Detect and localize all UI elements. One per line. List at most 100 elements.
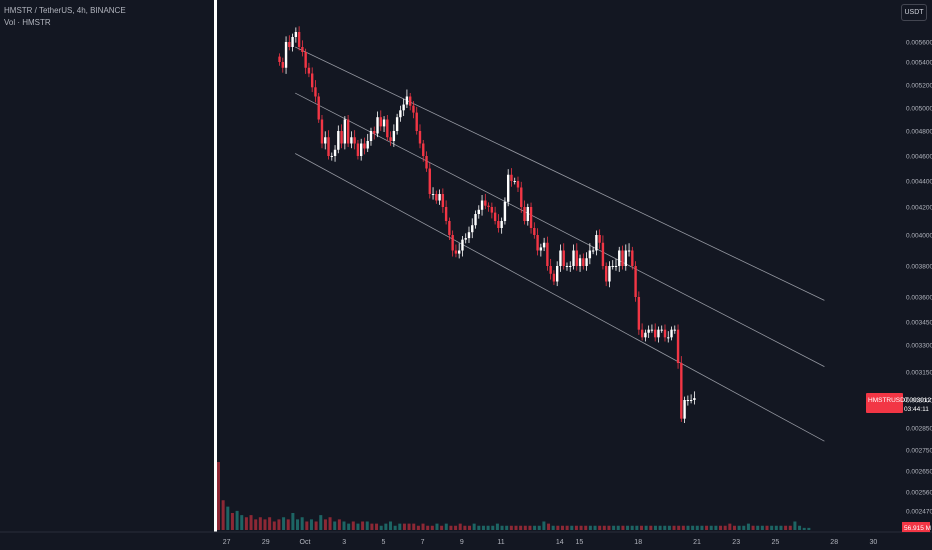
candle-body bbox=[353, 137, 356, 144]
volume-bar bbox=[300, 517, 304, 530]
volume-bar bbox=[221, 500, 225, 530]
candle-body bbox=[490, 207, 494, 213]
candle-body bbox=[471, 225, 474, 233]
candle-body bbox=[467, 232, 471, 239]
candle-body bbox=[493, 212, 497, 221]
volume-bar bbox=[244, 517, 248, 530]
volume-indicator-title[interactable]: Vol · HMSTR bbox=[4, 18, 51, 27]
volume-bar bbox=[468, 525, 472, 530]
price-tick-label: 0.003600 bbox=[906, 295, 932, 302]
volume-bar bbox=[430, 525, 434, 530]
candle-body bbox=[363, 143, 366, 149]
time-axis[interactable]: 27 29 Oct 3 5 7 9 11 14 15 18 21 23 25 28 30 bbox=[223, 539, 878, 546]
price-axis[interactable]: 0.005600 0.005400 0.005200 0.005000 0.004800… bbox=[906, 40, 932, 516]
volume-bar bbox=[472, 523, 476, 530]
symbol-title[interactable]: HMSTR / TetherUS, 4h, BINANCE bbox=[4, 6, 126, 15]
volume-bar bbox=[588, 525, 592, 530]
volume-bar bbox=[328, 517, 332, 530]
candle-body bbox=[304, 52, 307, 68]
volume-bar bbox=[426, 525, 430, 530]
volume-bar bbox=[235, 510, 239, 530]
candle-body bbox=[660, 329, 663, 331]
candle-body bbox=[523, 207, 526, 221]
volume-bars bbox=[217, 462, 811, 530]
candle-body bbox=[529, 207, 533, 228]
volume-label-box bbox=[902, 522, 930, 532]
candle-body bbox=[343, 119, 347, 144]
candle-body bbox=[474, 214, 477, 226]
candle-body bbox=[399, 110, 402, 118]
candle-body bbox=[565, 266, 569, 267]
volume-bar bbox=[598, 525, 602, 530]
volume-bar bbox=[751, 525, 755, 530]
candle-body bbox=[624, 250, 627, 266]
volume-bar bbox=[388, 521, 392, 530]
candle-body bbox=[670, 329, 673, 338]
channel-line[interactable] bbox=[295, 153, 825, 442]
candle-body bbox=[418, 131, 422, 144]
channel-line[interactable] bbox=[295, 92, 825, 367]
currency-button[interactable]: USDT bbox=[901, 4, 927, 21]
candle-body bbox=[480, 200, 484, 210]
candle-body bbox=[608, 266, 611, 282]
candle-body bbox=[667, 337, 670, 339]
replay-cursor-line[interactable] bbox=[214, 0, 217, 532]
volume-bar bbox=[779, 525, 783, 530]
volume-bar bbox=[365, 521, 369, 530]
volume-bar bbox=[807, 527, 811, 530]
volume-bar bbox=[686, 525, 690, 530]
descending-channel[interactable] bbox=[295, 46, 825, 442]
volume-bar bbox=[314, 521, 318, 530]
volume-bar bbox=[788, 525, 792, 530]
candle-body bbox=[634, 266, 637, 297]
candle-body bbox=[294, 32, 298, 37]
candle-body bbox=[448, 221, 451, 235]
volume-bar bbox=[277, 519, 281, 530]
volume-bar bbox=[700, 525, 704, 530]
candle-body bbox=[340, 131, 343, 144]
volume-bar bbox=[272, 521, 276, 530]
price-tick-label: 0.004600 bbox=[906, 154, 932, 161]
candle-body bbox=[536, 235, 539, 251]
candle-body bbox=[516, 181, 520, 188]
volume-bar bbox=[728, 523, 732, 530]
candle-body bbox=[644, 332, 647, 338]
volume-bar bbox=[258, 517, 262, 530]
volume-bar bbox=[254, 519, 258, 530]
price-tick-label: 0.003000 bbox=[906, 398, 932, 405]
volume-bar bbox=[356, 523, 360, 530]
candle-body bbox=[301, 47, 304, 52]
volume-bar bbox=[681, 525, 685, 530]
volume-bar bbox=[533, 525, 537, 530]
time-tick-label: 3 bbox=[342, 539, 346, 546]
candle-body bbox=[382, 119, 386, 127]
candle-body bbox=[683, 400, 686, 419]
candle-body bbox=[585, 258, 588, 266]
price-tick-label: 0.002560 bbox=[906, 490, 932, 497]
candle-body bbox=[598, 235, 601, 243]
candle-body bbox=[513, 181, 516, 182]
volume-bar bbox=[305, 521, 309, 530]
price-tick-label: 0.003300 bbox=[906, 343, 932, 350]
candle-body bbox=[676, 329, 680, 363]
candle-body bbox=[392, 131, 396, 141]
volume-bar bbox=[337, 519, 341, 530]
volume-bar bbox=[263, 519, 267, 530]
volume-bar bbox=[695, 525, 699, 530]
volume-bar bbox=[495, 523, 499, 530]
volume-bar bbox=[375, 523, 379, 530]
channel-line[interactable] bbox=[295, 46, 825, 301]
candle-body bbox=[405, 96, 409, 105]
volume-bar bbox=[286, 519, 290, 530]
candle-body bbox=[386, 119, 389, 138]
volume-bar bbox=[486, 525, 490, 530]
volume-bar bbox=[421, 523, 425, 530]
candle-body bbox=[542, 242, 546, 248]
candle-body bbox=[376, 117, 379, 134]
volume-bar bbox=[663, 525, 667, 530]
price-tick-label: 0.004800 bbox=[906, 129, 932, 136]
volume-bar bbox=[333, 521, 337, 530]
candle-body bbox=[333, 149, 337, 156]
candle-body bbox=[569, 266, 572, 267]
